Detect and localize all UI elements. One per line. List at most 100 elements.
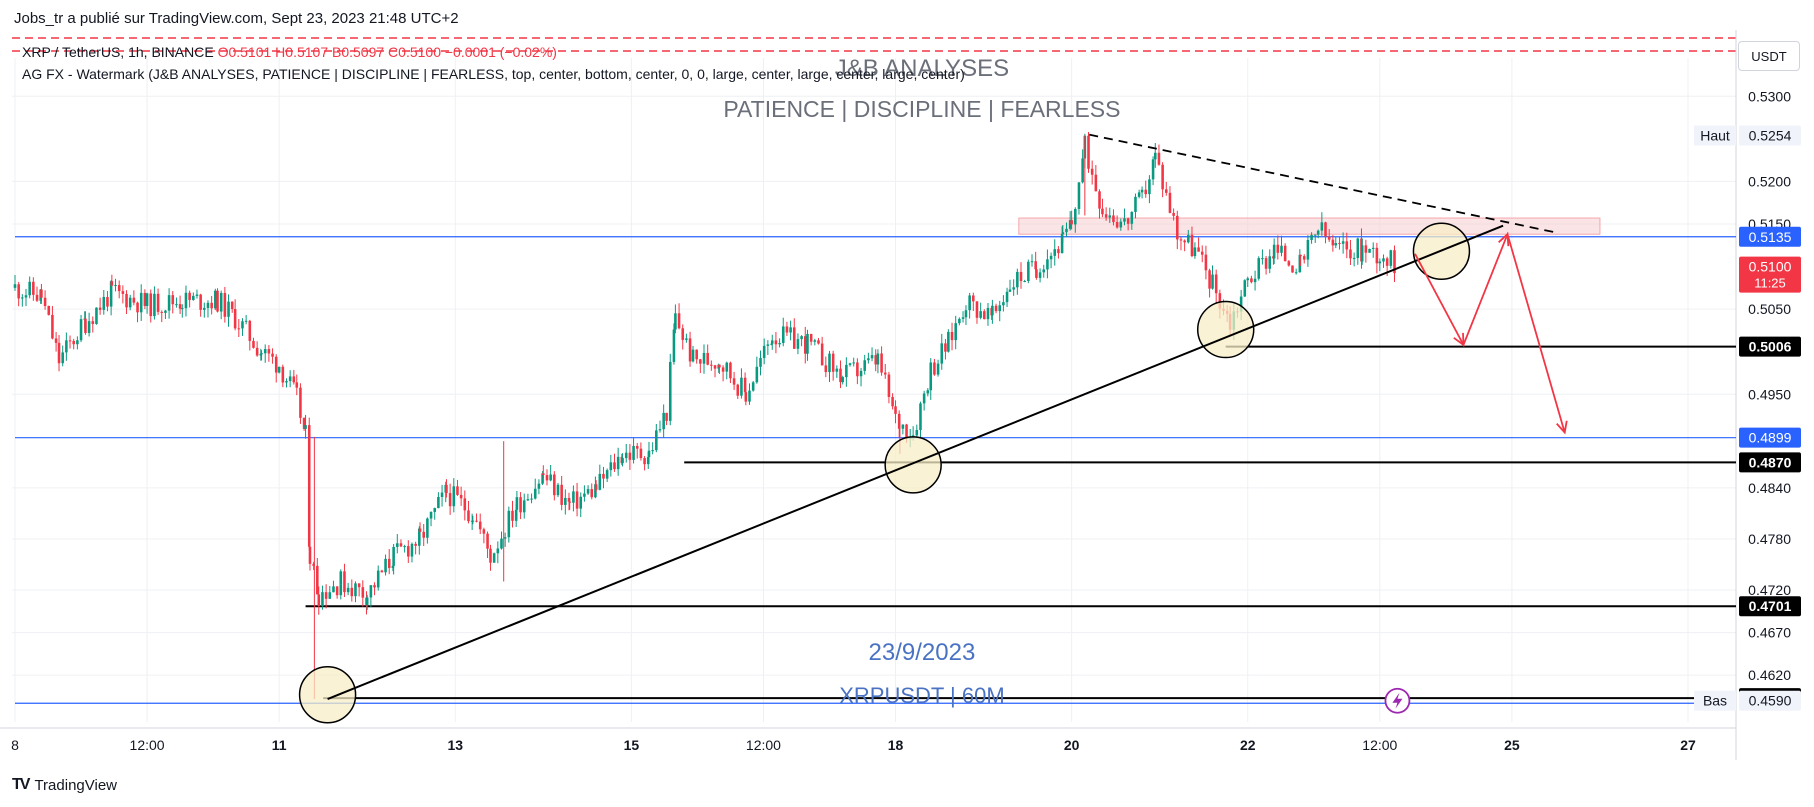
price-label: 0.4899	[1739, 427, 1801, 448]
candle	[1214, 269, 1218, 304]
candle	[725, 361, 729, 380]
candle-body	[590, 489, 594, 498]
candle-body	[91, 321, 95, 324]
candle	[343, 563, 346, 598]
candle	[778, 338, 781, 348]
candle-body	[926, 390, 930, 394]
candle-body	[1019, 271, 1023, 282]
candle	[1087, 132, 1090, 173]
candle-body	[35, 294, 39, 301]
candle	[277, 366, 281, 374]
chart-grid	[12, 58, 1736, 722]
candle-body	[1193, 247, 1197, 257]
candle	[616, 447, 620, 476]
price-label-text: 0.5100	[1749, 259, 1792, 275]
candle	[433, 507, 437, 520]
candle-body	[568, 501, 572, 503]
candle	[324, 584, 328, 609]
candle-body	[1144, 189, 1148, 195]
candle	[533, 478, 537, 500]
candle	[549, 464, 552, 482]
candle-body	[321, 592, 324, 607]
candle-body	[609, 462, 613, 471]
candle-body	[647, 450, 651, 458]
candle-body	[277, 366, 281, 373]
candle	[109, 280, 113, 316]
candle-body	[1214, 274, 1218, 294]
candle-body	[820, 343, 824, 366]
candle	[51, 306, 54, 340]
candle-body	[870, 355, 874, 359]
candle	[361, 580, 365, 607]
candle	[1134, 193, 1137, 219]
candle-body	[1316, 230, 1320, 235]
x-tick-label: 25	[1504, 737, 1520, 753]
currency-button[interactable]: USDT	[1738, 41, 1800, 71]
candle-body	[979, 311, 982, 318]
candle-body	[1378, 261, 1382, 264]
candle	[422, 524, 425, 547]
candle-body	[271, 353, 274, 357]
candle	[564, 489, 567, 515]
candle	[1030, 254, 1034, 267]
candle	[164, 309, 167, 319]
candle-body	[998, 305, 1002, 312]
candle-body	[594, 484, 597, 498]
candle-body	[295, 382, 299, 388]
candle-body	[316, 565, 319, 595]
candle	[1049, 252, 1053, 269]
indicator-legend[interactable]: AG FX - Watermark (J&B ANALYSES, PATIENC…	[22, 66, 965, 82]
candle	[295, 374, 299, 396]
price-label-text: 0.4870	[1749, 454, 1792, 470]
candle	[203, 302, 206, 318]
candle-body	[195, 294, 199, 296]
candle	[575, 482, 579, 517]
candle	[845, 357, 848, 387]
y-tick-label: 0.4950	[1748, 386, 1791, 402]
candle	[1352, 252, 1356, 267]
candle-body	[519, 497, 522, 513]
candle-body	[710, 364, 713, 366]
candle-body	[897, 413, 901, 429]
candle-body	[1338, 243, 1341, 245]
candle-body	[936, 363, 940, 375]
candle	[471, 515, 475, 525]
candle-body	[237, 328, 241, 330]
candle	[248, 319, 252, 351]
candle-body	[1087, 135, 1090, 169]
candle	[91, 316, 95, 333]
candle	[376, 565, 380, 591]
candle	[1200, 245, 1204, 263]
candle-body	[399, 543, 403, 547]
candle-body	[677, 313, 681, 329]
x-tick-label: 11	[272, 737, 287, 753]
candle	[695, 349, 698, 364]
candle	[560, 475, 563, 511]
candle	[1161, 162, 1164, 198]
candle	[975, 301, 979, 324]
candle-body	[1200, 251, 1204, 255]
candle	[1393, 245, 1396, 282]
candle	[1137, 189, 1141, 199]
candle-body	[429, 511, 433, 519]
candle	[545, 469, 549, 486]
candle-body	[72, 340, 75, 345]
candle-body	[391, 565, 395, 568]
candle-body	[1352, 257, 1356, 259]
candle-body	[867, 358, 870, 361]
candle	[1338, 236, 1341, 250]
candle-body	[598, 473, 602, 490]
symbol-legend[interactable]: XRP / TetherUS, 1h, BINANCE O0.5101 H0.5…	[22, 44, 557, 60]
candle	[335, 586, 339, 599]
candle	[98, 297, 102, 315]
candle-body	[929, 362, 933, 391]
candle-body	[605, 470, 609, 479]
candle	[40, 283, 43, 304]
candle-body	[164, 310, 167, 313]
candle	[710, 360, 713, 371]
candle-body	[1030, 261, 1034, 263]
candle	[459, 486, 463, 506]
candle-body	[1375, 247, 1379, 264]
candle	[153, 286, 156, 320]
